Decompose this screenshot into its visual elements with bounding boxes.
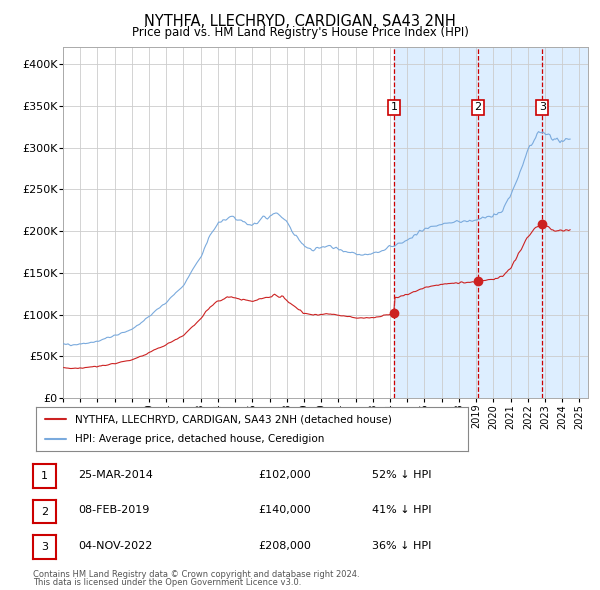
Text: 3: 3 xyxy=(539,103,546,112)
Text: £102,000: £102,000 xyxy=(258,470,311,480)
Text: 25-MAR-2014: 25-MAR-2014 xyxy=(78,470,153,480)
Bar xyxy=(478,47,542,398)
Text: NYTHFA, LLECHRYD, CARDIGAN, SA43 2NH: NYTHFA, LLECHRYD, CARDIGAN, SA43 2NH xyxy=(144,14,456,28)
Text: Contains HM Land Registry data © Crown copyright and database right 2024.: Contains HM Land Registry data © Crown c… xyxy=(33,570,359,579)
Bar xyxy=(394,47,478,398)
Text: 2: 2 xyxy=(475,103,482,112)
Text: 1: 1 xyxy=(41,471,48,481)
Text: Price paid vs. HM Land Registry's House Price Index (HPI): Price paid vs. HM Land Registry's House … xyxy=(131,26,469,39)
Text: NYTHFA, LLECHRYD, CARDIGAN, SA43 2NH (detached house): NYTHFA, LLECHRYD, CARDIGAN, SA43 2NH (de… xyxy=(75,415,392,424)
Text: £140,000: £140,000 xyxy=(258,506,311,515)
Text: 08-FEB-2019: 08-FEB-2019 xyxy=(78,506,149,515)
Text: HPI: Average price, detached house, Ceredigion: HPI: Average price, detached house, Cere… xyxy=(75,434,324,444)
Text: 41% ↓ HPI: 41% ↓ HPI xyxy=(372,506,431,515)
Text: 52% ↓ HPI: 52% ↓ HPI xyxy=(372,470,431,480)
Bar xyxy=(542,47,588,398)
Text: 36% ↓ HPI: 36% ↓ HPI xyxy=(372,541,431,550)
Text: £208,000: £208,000 xyxy=(258,541,311,550)
Text: This data is licensed under the Open Government Licence v3.0.: This data is licensed under the Open Gov… xyxy=(33,578,301,587)
Text: 04-NOV-2022: 04-NOV-2022 xyxy=(78,541,152,550)
Text: 1: 1 xyxy=(391,103,398,112)
Text: 2: 2 xyxy=(41,507,48,516)
Text: 3: 3 xyxy=(41,542,48,552)
